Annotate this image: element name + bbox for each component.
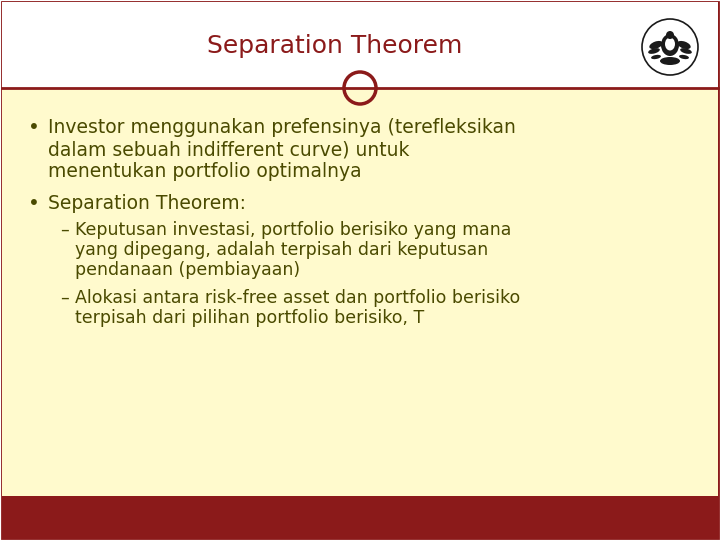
Ellipse shape: [680, 48, 692, 54]
Bar: [2, 88, 718, 498]
Ellipse shape: [651, 55, 661, 59]
Bar: [2, 2, 718, 90]
Ellipse shape: [665, 37, 675, 51]
Ellipse shape: [678, 41, 690, 49]
Circle shape: [666, 31, 674, 39]
Text: dalam sebuah indifferent curve) untuk: dalam sebuah indifferent curve) untuk: [48, 140, 410, 159]
Ellipse shape: [679, 55, 689, 59]
Text: Keputusan investasi, portfolio berisiko yang mana: Keputusan investasi, portfolio berisiko …: [75, 221, 511, 239]
Text: Alokasi antara risk-free asset dan portfolio berisiko: Alokasi antara risk-free asset dan portf…: [75, 289, 521, 307]
Text: Separation Theorem:: Separation Theorem:: [48, 194, 246, 213]
Text: menentukan portfolio optimalnya: menentukan portfolio optimalnya: [48, 162, 361, 181]
Ellipse shape: [648, 48, 660, 54]
Text: •: •: [28, 194, 40, 213]
Text: •: •: [28, 118, 40, 137]
Text: pendanaan (pembiayaan): pendanaan (pembiayaan): [75, 261, 300, 279]
Text: terpisah dari pilihan portfolio berisiko, T: terpisah dari pilihan portfolio berisiko…: [75, 309, 424, 327]
Text: yang dipegang, adalah terpisah dari keputusan: yang dipegang, adalah terpisah dari kepu…: [75, 241, 488, 259]
Text: Investor menggunakan prefensinya (terefleksikan: Investor menggunakan prefensinya (terefl…: [48, 118, 516, 137]
Bar: [2, 496, 718, 538]
Ellipse shape: [649, 41, 662, 49]
Ellipse shape: [660, 57, 680, 65]
Text: –: –: [60, 221, 68, 239]
Ellipse shape: [661, 34, 679, 56]
Text: –: –: [60, 289, 68, 307]
Text: Separation Theorem: Separation Theorem: [207, 34, 463, 58]
